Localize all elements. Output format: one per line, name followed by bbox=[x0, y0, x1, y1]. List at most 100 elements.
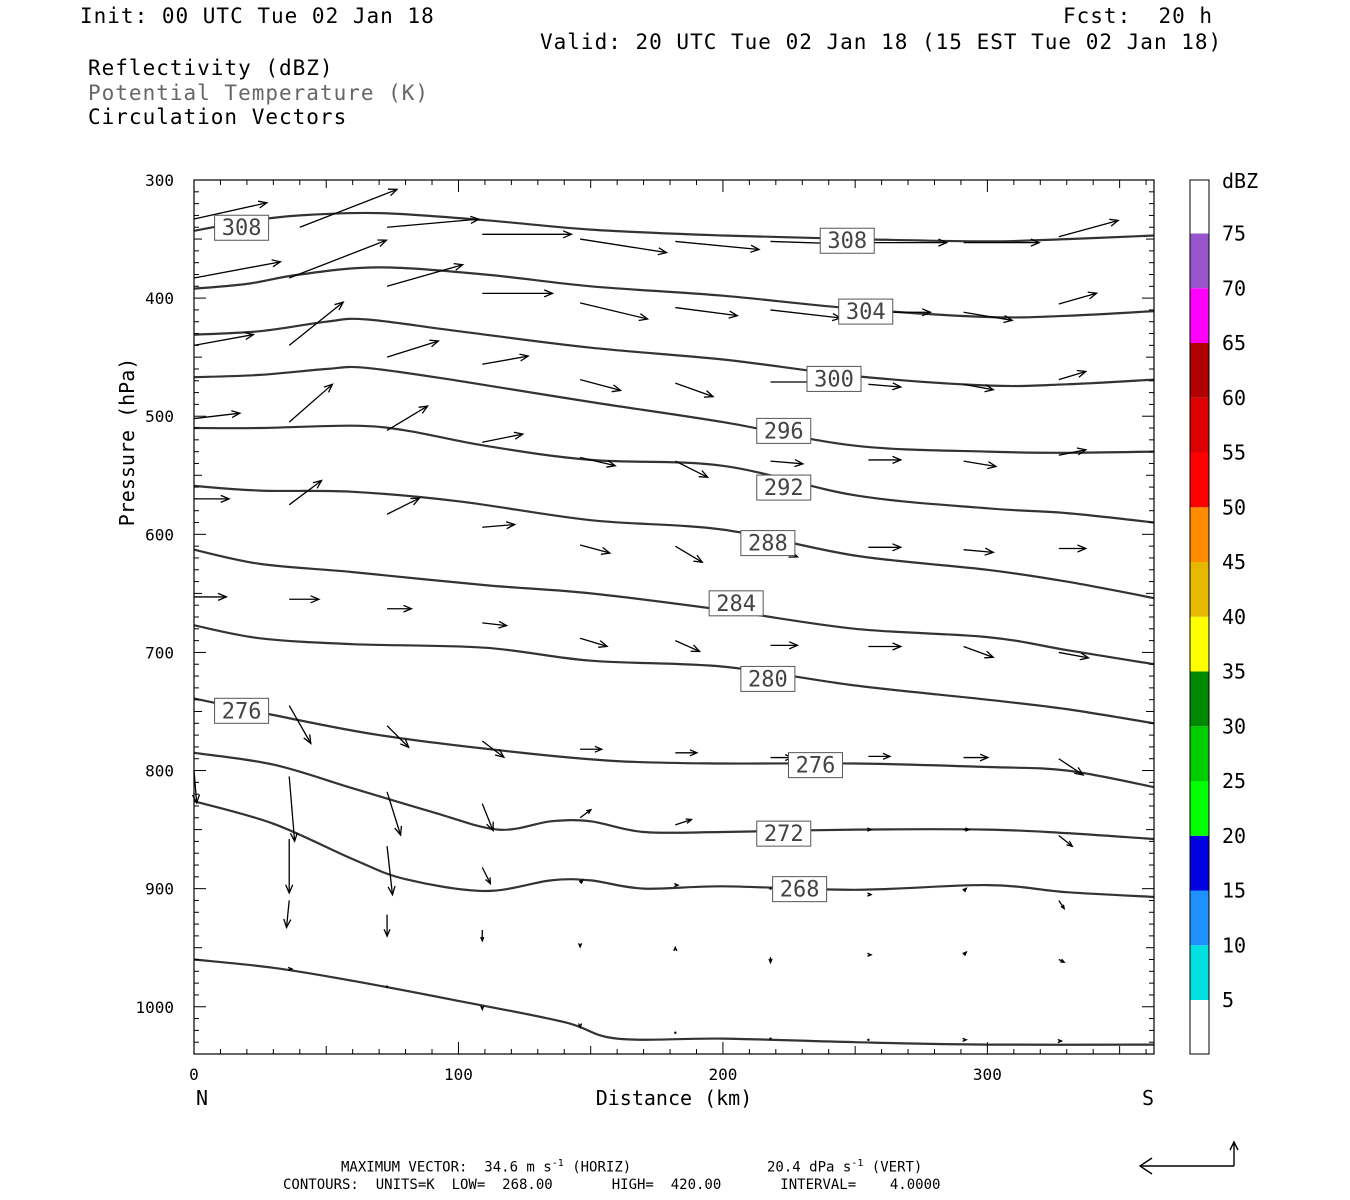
vector-shaft bbox=[580, 238, 667, 254]
contour-label-text: 296 bbox=[764, 419, 804, 444]
vector-head bbox=[728, 310, 740, 319]
vector-head bbox=[1066, 840, 1074, 848]
vector-head bbox=[867, 827, 873, 832]
vector-arrow bbox=[299, 188, 399, 228]
vector-arrow bbox=[481, 740, 506, 759]
contour-label: 296 bbox=[756, 417, 812, 444]
vector-head bbox=[387, 188, 399, 197]
vector-arrow bbox=[1058, 369, 1088, 381]
vector-head bbox=[867, 952, 873, 957]
vector-head bbox=[891, 382, 903, 391]
isentrope-line bbox=[193, 211, 1155, 243]
vector-arrow bbox=[578, 878, 584, 884]
vector-head bbox=[689, 749, 699, 757]
colorbar-segment bbox=[1190, 507, 1209, 562]
vector-head bbox=[220, 494, 231, 503]
vector-head bbox=[892, 455, 903, 464]
contour-label-box bbox=[756, 820, 812, 847]
contour-label-text: 304 bbox=[846, 300, 886, 325]
vector-head bbox=[586, 808, 593, 815]
vector-shaft bbox=[285, 900, 290, 928]
isentrope-line bbox=[193, 365, 1155, 454]
vector-arrow bbox=[579, 637, 609, 648]
vector-head bbox=[638, 313, 650, 322]
colorbar-segment bbox=[1190, 180, 1209, 234]
contour-label-text: 276 bbox=[796, 754, 836, 779]
vector-shaft bbox=[386, 405, 428, 431]
vector-head bbox=[310, 595, 321, 604]
vector-head bbox=[323, 383, 334, 393]
vector-shaft bbox=[193, 412, 240, 420]
contour-label-box bbox=[740, 665, 796, 692]
vector-head bbox=[1057, 1038, 1064, 1044]
vector-head bbox=[594, 745, 604, 753]
vector-arrow bbox=[482, 431, 525, 443]
isentrope-line bbox=[193, 266, 1155, 319]
vector-arrow bbox=[770, 641, 800, 650]
vector-shaft bbox=[868, 383, 901, 388]
vector-head bbox=[979, 753, 990, 762]
vector-arrow bbox=[481, 867, 492, 886]
plot-border bbox=[193, 179, 1155, 1055]
vector-arrow bbox=[579, 378, 623, 393]
vector-shaft bbox=[579, 378, 621, 392]
contour-label: 308 bbox=[819, 227, 875, 254]
colorbar-tick-label: 30 bbox=[1222, 714, 1246, 738]
colorbar-tick-label: 70 bbox=[1222, 276, 1246, 300]
vector-arrow bbox=[385, 985, 389, 988]
contour-label: 308 bbox=[214, 214, 270, 241]
vector-arrow bbox=[194, 592, 229, 601]
vector-arrow bbox=[481, 803, 494, 833]
vector-arrow bbox=[288, 776, 299, 843]
vector-head bbox=[984, 384, 995, 393]
vector-head bbox=[244, 331, 256, 341]
contour-label: 276 bbox=[214, 697, 270, 724]
colorbar-segment bbox=[1190, 616, 1209, 672]
contour-label-box bbox=[740, 530, 796, 557]
vector-arrow bbox=[1058, 218, 1120, 238]
vector-arrow bbox=[579, 302, 650, 322]
vector-head bbox=[938, 238, 949, 247]
vector-head bbox=[1076, 447, 1088, 456]
colorbar-segment bbox=[1190, 781, 1209, 836]
valid-time: Valid: 20 UTC Tue 02 Jan 18 (15 EST Tue … bbox=[540, 30, 1223, 54]
y-tick-label: 900 bbox=[145, 880, 174, 899]
vector-head bbox=[685, 818, 694, 824]
vector-dot bbox=[769, 887, 772, 890]
vector-arrow bbox=[675, 306, 740, 319]
vector-arrow bbox=[580, 745, 604, 753]
vector-dot bbox=[769, 1037, 772, 1040]
contour-label-box bbox=[838, 298, 894, 325]
vector-arrow bbox=[675, 818, 694, 826]
vector-shaft bbox=[386, 264, 463, 287]
vector-arrow bbox=[287, 966, 294, 972]
reference-vertical-arrow bbox=[1229, 1140, 1239, 1166]
vector-head bbox=[383, 929, 391, 938]
vector-shaft bbox=[770, 460, 803, 465]
vector-shaft bbox=[288, 383, 333, 423]
vector-head bbox=[470, 215, 481, 224]
contour-label: 268 bbox=[772, 876, 828, 903]
vert-label: (VERT) bbox=[871, 1159, 923, 1176]
vector-head bbox=[285, 884, 294, 895]
vector-head bbox=[334, 301, 345, 311]
vector-arrow bbox=[674, 1031, 677, 1034]
vector-shaft bbox=[579, 809, 592, 819]
colorbar-tick-label: 65 bbox=[1222, 331, 1246, 355]
y-axis-label: Pressure (hPa) bbox=[115, 358, 139, 527]
vector-arrow bbox=[577, 1023, 583, 1029]
vector-arrow bbox=[867, 952, 873, 957]
vector-head bbox=[962, 887, 968, 893]
x-axis-label: Distance (km) bbox=[596, 1086, 753, 1110]
vector-shaft bbox=[482, 523, 515, 528]
vector-arrow bbox=[868, 455, 903, 464]
vector-shaft bbox=[288, 301, 344, 346]
contour-label-text: 272 bbox=[764, 822, 804, 847]
vector-head bbox=[987, 461, 998, 470]
vector-arrow bbox=[386, 846, 396, 897]
vector-arrow bbox=[675, 460, 710, 479]
vector-head bbox=[611, 384, 623, 393]
colorbar-tick-label: 60 bbox=[1222, 386, 1246, 410]
vector-shaft bbox=[193, 202, 268, 220]
x-tick-label: 200 bbox=[708, 1065, 737, 1084]
